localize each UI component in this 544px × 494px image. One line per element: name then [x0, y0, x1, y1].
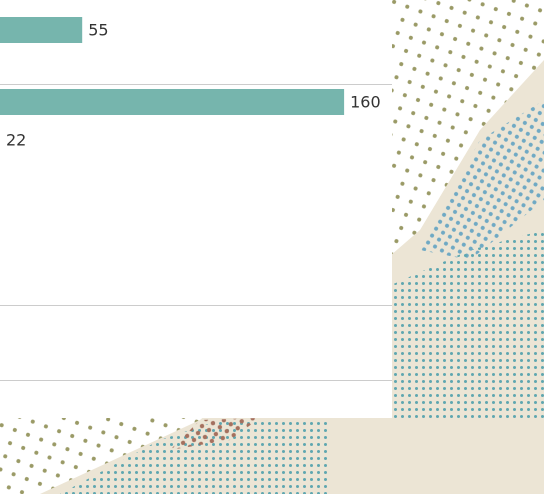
- value-label: 160: [350, 93, 381, 112]
- bar: [0, 89, 345, 115]
- value-label: 55: [88, 21, 108, 40]
- chart-panel: [0, 0, 392, 418]
- value-label: 22: [6, 131, 26, 150]
- bars: 55 160 22: [0, 17, 381, 150]
- bar: [0, 17, 83, 43]
- row-dividers: [0, 84, 392, 381]
